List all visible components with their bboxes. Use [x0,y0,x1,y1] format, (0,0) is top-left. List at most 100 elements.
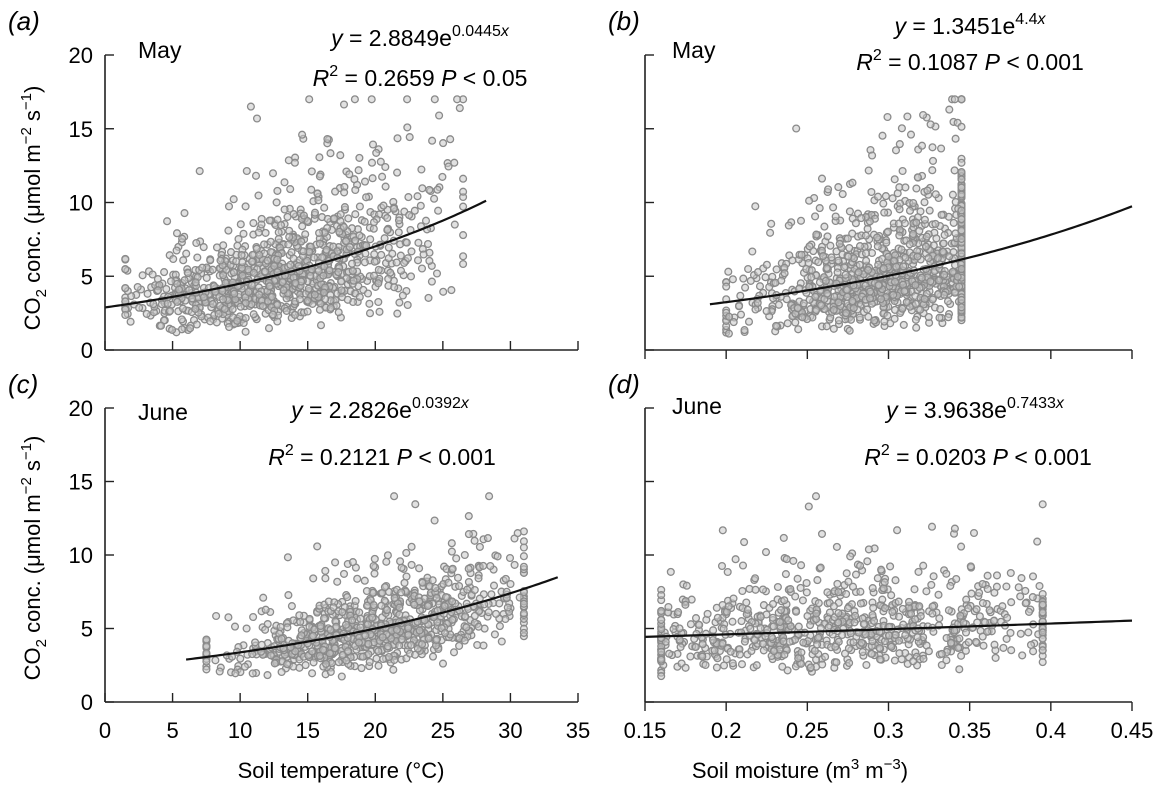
data-point [191,278,200,287]
data-point [796,216,806,225]
data-point [479,561,488,570]
data-point [348,558,357,567]
data-point [740,637,749,646]
data-point [829,305,838,314]
data-point [822,264,831,273]
data-point [363,620,372,629]
data-point [728,275,737,284]
data-point [360,258,369,267]
data-point [322,245,331,254]
data-point [279,286,288,295]
data-point [831,642,840,651]
data-point [879,264,888,273]
data-point [861,630,870,639]
data-point [751,305,760,314]
data-point [737,617,746,626]
data-point [783,666,792,675]
data-point [990,616,999,625]
data-point [816,563,825,572]
data-point [794,622,803,631]
data-point [135,303,144,312]
data-point [226,248,236,257]
data-point [168,325,177,334]
data-point [833,579,842,588]
panel-b: (b) May y = 1.3451e4.4x R2 = 0.1087 P < 0.0… [608,6,1133,359]
data-point [1014,583,1023,592]
data-point [792,607,801,616]
data-point [370,554,379,563]
data-point [335,227,344,236]
data-point [321,659,331,668]
data-point [248,669,257,678]
data-point [410,600,419,609]
data-point [890,175,899,184]
data-point [182,249,191,258]
data-point [406,272,416,281]
data-point [215,667,224,676]
data-point [334,658,343,667]
data-point [856,587,865,596]
data-point [814,258,823,267]
data-point [1024,628,1033,637]
data-point [323,134,332,144]
data-point [121,265,130,274]
data-point [237,251,246,260]
data-point [793,574,802,583]
data-point [971,637,981,646]
data-point [857,214,866,223]
x-tick-label: 0 [99,718,111,743]
data-point [447,547,456,556]
data-point [329,603,338,612]
data-point [363,289,373,298]
data-point [143,289,152,298]
data-point [206,317,215,326]
data-point [799,638,808,647]
data-point [891,630,900,639]
data-point [354,638,363,647]
data-point [966,562,975,571]
data-point [390,492,399,501]
data-point [470,536,479,545]
data-point [389,665,398,674]
data-point [473,640,482,650]
data-point [738,561,748,570]
data-point [864,166,873,175]
data-point [319,271,328,280]
y-tick-label: 5 [81,617,93,642]
data-point [510,560,519,569]
month-label: May [138,37,182,63]
data-point [769,647,778,656]
data-point [208,299,217,309]
data-point [446,135,455,144]
data-point [329,214,339,223]
data-point [791,592,800,601]
data-point [840,649,850,658]
data-point [724,267,733,276]
data-point [225,322,234,332]
data-point [729,594,738,603]
data-point [330,644,339,653]
y-axis-title-top: CO2 conc. (μmol m−2 s−1) [18,86,50,331]
data-point [341,620,351,629]
data-point [264,324,274,333]
data-point [163,299,172,308]
data-point [949,218,958,227]
data-point [835,239,844,248]
data-point [428,652,438,661]
data-point [797,561,806,570]
month-label: May [672,37,716,63]
data-point [758,639,768,648]
data-point [251,171,261,180]
data-point [752,661,761,670]
data-point [712,663,721,672]
data-point [863,557,872,566]
data-point [957,167,966,177]
x-axis-title-temperature: Soil temperature (°C) [238,758,445,783]
data-point [356,623,365,632]
data-point [911,281,920,290]
data-point [407,542,416,551]
data-point [780,596,789,605]
data-point [942,569,951,578]
panel-label: (b) [608,6,640,36]
data-point [772,265,781,274]
